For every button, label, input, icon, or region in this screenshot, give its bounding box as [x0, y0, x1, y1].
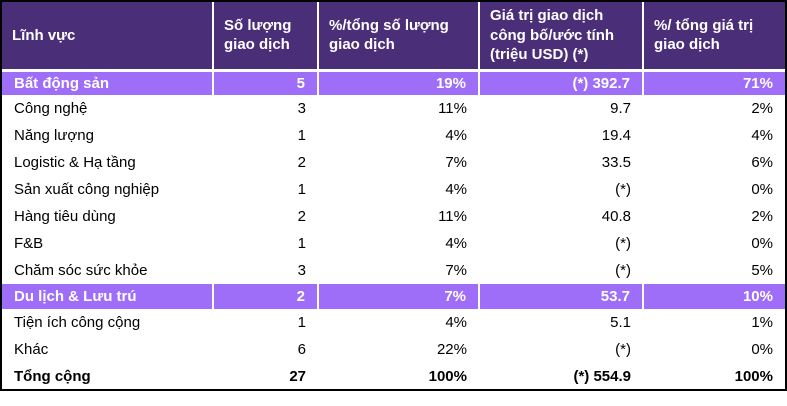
table-row: F&B 1 4% (*) 0%	[2, 230, 785, 257]
count-cell: 2	[297, 208, 306, 225]
value-cell: (*)	[615, 181, 631, 198]
table-row: Logistic & Hạ tầng 2 7% 33.5 6%	[2, 149, 785, 176]
table-row: Bất động sản 5 19% (*) 392.7 71%	[2, 70, 785, 95]
pct-value-cell: 0%	[751, 341, 773, 358]
table-footer: Tổng cộng 27 100% (*) 554.9 100%	[2, 363, 785, 389]
pct-value-cell: 1%	[751, 314, 773, 331]
pct-count-cell: 11%	[438, 100, 467, 117]
pct-count-cell: 7%	[318, 284, 480, 309]
sector-transactions-table: Lĩnh vực Số lượng giao dịch %/tổng số lư…	[2, 2, 785, 389]
value-cell: 9.7	[610, 100, 631, 117]
total-value-cell: (*) 554.9	[573, 367, 631, 385]
header-pct-value: %/ tổng giá trị giao dịch	[643, 2, 785, 72]
value-cell: 33.5	[601, 154, 631, 171]
count-cell: 5	[213, 70, 319, 95]
sector-cell: Chăm sóc sức khỏe	[14, 262, 148, 279]
sector-cell: Tiện ích công cộng	[14, 314, 141, 331]
pct-count-cell: 4%	[445, 181, 467, 198]
header-count: Số lượng giao dịch	[213, 2, 319, 72]
pct-value-cell: 2%	[751, 100, 773, 117]
sector-cell: Du lịch & Lưu trú	[2, 284, 214, 309]
count-cell: 2	[297, 154, 306, 171]
total-pct-count-cell: 100%	[428, 367, 467, 385]
table-row: Tiện ích công cộng 1 4% 5.1 1%	[2, 309, 785, 336]
pct-count-cell: 22%	[436, 341, 467, 358]
count-cell: 3	[297, 100, 306, 117]
pct-value-cell: 2%	[751, 208, 773, 225]
table-row: Công nghệ 3 11% 9.7 2%	[2, 95, 785, 122]
pct-value-cell: 6%	[751, 154, 773, 171]
count-cell: 2	[213, 284, 319, 309]
count-cell: 1	[297, 127, 306, 144]
sector-cell: Logistic & Hạ tầng	[14, 154, 136, 171]
table-header: Lĩnh vực Số lượng giao dịch %/tổng số lư…	[2, 2, 785, 72]
table-row: Hàng tiêu dùng 2 11% 40.8 2%	[2, 203, 785, 230]
sector-cell: Khác	[14, 341, 49, 358]
total-row: Tổng cộng 27 100% (*) 554.9 100%	[2, 363, 785, 389]
header-sector: Lĩnh vực	[2, 2, 214, 72]
pct-value-cell: 4%	[751, 127, 773, 144]
total-pct-value-cell: 100%	[734, 367, 773, 385]
pct-count-cell: 4%	[445, 127, 467, 144]
table-row: Khác 6 22% (*) 0%	[2, 336, 785, 363]
sector-cell: Sản xuất công nghiệp	[14, 181, 160, 198]
pct-value-cell: 71%	[643, 70, 785, 95]
header-pct-count: %/tổng số lượng giao dịch	[318, 2, 480, 72]
pct-count-cell: 7%	[445, 262, 467, 279]
pct-value-cell: 0%	[751, 235, 773, 252]
value-cell: 5.1	[610, 314, 631, 331]
count-cell: 1	[297, 314, 306, 331]
value-cell: 19.4	[601, 127, 631, 144]
total-count-cell: 27	[289, 367, 306, 385]
sector-cell: Bất động sản	[2, 70, 214, 95]
count-cell: 1	[297, 181, 306, 198]
total-label-cell: Tổng cộng	[14, 367, 91, 385]
table-row: Sản xuất công nghiệp 1 4% (*) 0%	[2, 176, 785, 203]
sector-transactions-table-wrapper: Lĩnh vực Số lượng giao dịch %/tổng số lư…	[0, 0, 787, 391]
value-cell: (*)	[615, 262, 631, 279]
sector-cell: Công nghệ	[14, 100, 88, 117]
table-row: Năng lượng 1 4% 19.4 4%	[2, 122, 785, 149]
count-cell: 6	[297, 341, 306, 358]
table-row: Du lịch & Lưu trú 2 7% 53.7 10%	[2, 284, 785, 309]
sector-cell: F&B	[14, 235, 44, 252]
header-value: Giá trị giao dịch công bố/ước tính (triệ…	[479, 2, 644, 72]
pct-value-cell: 10%	[643, 284, 785, 309]
pct-count-cell: 19%	[318, 70, 480, 95]
value-cell: (*)	[615, 235, 631, 252]
pct-value-cell: 5%	[751, 262, 773, 279]
table-row: Chăm sóc sức khỏe 3 7% (*) 5%	[2, 257, 785, 284]
count-cell: 3	[297, 262, 306, 279]
sector-cell: Năng lượng	[14, 127, 94, 144]
pct-count-cell: 4%	[445, 314, 467, 331]
count-cell: 1	[297, 235, 306, 252]
header-row: Lĩnh vực Số lượng giao dịch %/tổng số lư…	[2, 2, 785, 72]
table-body: Bất động sản 5 19% (*) 392.7 71% Công ng…	[2, 70, 785, 363]
value-cell: 53.7	[479, 284, 644, 309]
pct-count-cell: 7%	[445, 154, 467, 171]
pct-count-cell: 11%	[438, 208, 467, 225]
sector-cell: Hàng tiêu dùng	[14, 208, 116, 225]
value-cell: (*) 392.7	[479, 70, 644, 95]
pct-count-cell: 4%	[445, 235, 467, 252]
value-cell: 40.8	[601, 208, 631, 225]
pct-value-cell: 0%	[751, 181, 773, 198]
value-cell: (*)	[615, 341, 631, 358]
